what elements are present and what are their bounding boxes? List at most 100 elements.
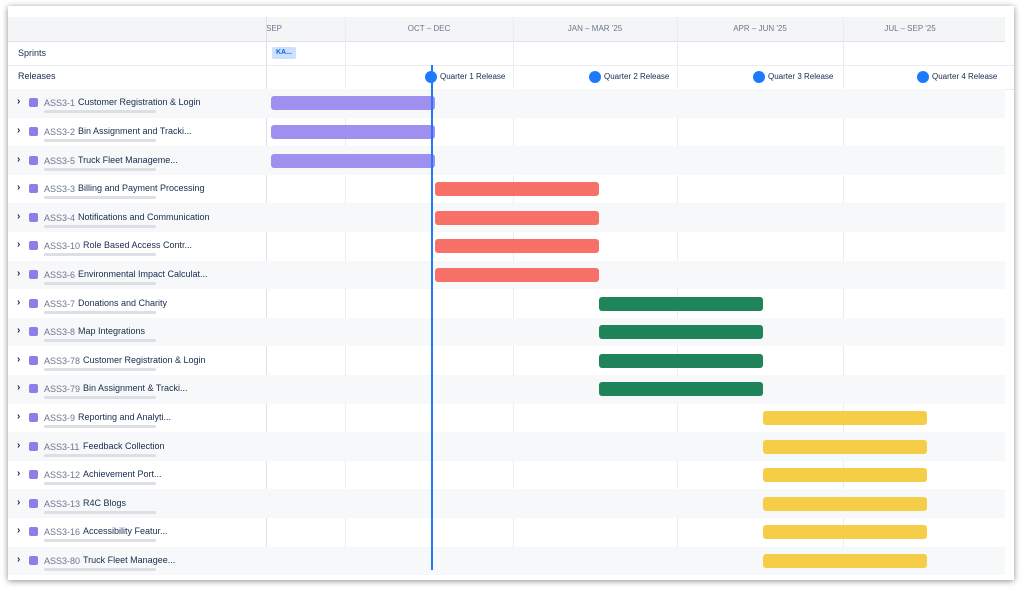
epic-key[interactable]: ASS3-6 [44,269,76,280]
expand-chevron[interactable]: › [17,468,21,480]
epic-title[interactable]: Environmental Impact Calculat... [78,268,208,279]
expand-chevron[interactable]: › [17,96,21,108]
epic-bar[interactable] [763,439,927,454]
sprint-chip[interactable]: KA... [272,47,296,59]
epic-bar[interactable] [599,325,763,340]
progress-track [44,138,156,142]
epic-bar[interactable] [763,553,927,568]
epic-title[interactable]: Customer Registration & Login [83,354,206,365]
epic-title[interactable]: Map Integrations [78,326,146,337]
sprints-label: Sprints [18,48,47,58]
epic-key[interactable]: ASS3-1 [44,98,76,109]
expand-chevron[interactable]: › [17,496,21,508]
epic-title[interactable]: Bin Assignment & Tracki... [83,383,188,394]
epic-title[interactable]: R4C Blogs [83,497,127,508]
panel-divider [266,17,267,570]
epic-title[interactable]: Donations and Charity [78,297,168,308]
expand-chevron[interactable]: › [17,239,21,251]
expand-chevron[interactable]: › [17,296,21,308]
column-header: JUL – SEP '25 [884,24,936,33]
progress-track [44,310,156,314]
epic-bar[interactable] [271,124,435,139]
epic-bar[interactable] [763,525,927,540]
progress-track [44,367,156,371]
column-header: SEP [266,24,283,33]
progress-track [44,567,156,571]
epic-bar[interactable] [599,353,763,368]
epic-key[interactable]: ASS3-7 [44,298,76,309]
epic-key[interactable]: ASS3-11 [44,441,80,452]
epic-key[interactable]: ASS3-12 [44,470,81,481]
epic-key[interactable]: ASS3-16 [44,527,81,538]
expand-chevron[interactable]: › [17,553,21,565]
progress-track [44,224,156,228]
epic-key[interactable]: ASS3-8 [44,327,76,338]
expand-chevron[interactable]: › [17,267,21,279]
epic-bar[interactable] [435,239,599,254]
epic-key[interactable]: ASS3-9 [44,412,76,423]
epic-key[interactable]: ASS3-4 [44,212,76,223]
expand-chevron[interactable]: › [17,210,21,222]
epic-title[interactable]: Customer Registration & Login [78,97,201,108]
epic-title[interactable]: Reporting and Analyti... [78,411,172,422]
epic-bar[interactable] [599,382,763,397]
release-marker[interactable] [917,71,929,83]
epic-bar[interactable] [435,182,599,197]
epic-bar[interactable] [763,468,927,483]
progress-track [44,339,156,343]
epic-title[interactable]: Bin Assignment and Tracki... [78,125,192,136]
epic-bar[interactable] [599,296,763,311]
epic-bar[interactable] [763,410,927,425]
row-line [8,65,1014,66]
expand-chevron[interactable]: › [17,182,21,194]
epic-icon [29,184,38,194]
expand-chevron[interactable]: › [17,153,21,165]
column-header: APR – JUN '25 [733,24,787,33]
progress-track [44,281,156,285]
epic-title[interactable]: Achievement Port... [83,469,162,480]
epic-icon [29,327,38,337]
epic-title[interactable]: Notifications and Communication [78,211,210,222]
epic-bar[interactable] [435,210,599,225]
epic-title[interactable]: Role Based Access Contr... [83,240,193,251]
epic-title[interactable]: Truck Fleet Manageme... [78,154,178,165]
expand-chevron[interactable]: › [17,124,21,136]
epic-key[interactable]: ASS3-10 [44,241,81,252]
epic-bar[interactable] [271,153,435,168]
expand-chevron[interactable]: › [17,439,21,451]
release-label[interactable]: Quarter 1 Release [440,72,506,81]
epic-bar[interactable] [271,96,435,111]
epic-icon [29,555,38,565]
epic-key[interactable]: ASS3-2 [44,126,76,137]
epic-icon [29,269,38,279]
column-line [345,17,346,570]
progress-track [44,539,156,543]
expand-chevron[interactable]: › [17,325,21,337]
epic-icon [29,298,38,308]
epic-bar[interactable] [763,496,927,511]
expand-chevron[interactable]: › [17,353,21,365]
progress-track [44,196,156,200]
epic-key[interactable]: ASS3-3 [44,184,76,195]
epic-key[interactable]: ASS3-78 [44,355,81,366]
epic-title[interactable]: Billing and Payment Processing [78,183,205,194]
progress-track [44,453,156,457]
release-marker[interactable] [753,71,765,83]
epic-title[interactable]: Feedback Collection [83,440,165,451]
releases-label: Releases [18,71,56,81]
epic-key[interactable]: ASS3-79 [44,384,81,395]
epic-key[interactable]: ASS3-5 [44,155,76,166]
release-label[interactable]: Quarter 4 Release [932,72,998,81]
progress-track [44,424,156,428]
release-label[interactable]: Quarter 2 Release [604,72,670,81]
epic-key[interactable]: ASS3-13 [44,498,81,509]
expand-chevron[interactable]: › [17,410,21,422]
release-marker[interactable] [589,71,601,83]
epic-bar[interactable] [435,267,599,282]
epic-title[interactable]: Truck Fleet Managee... [83,554,176,565]
expand-chevron[interactable]: › [17,525,21,537]
expand-chevron[interactable]: › [17,382,21,394]
epic-title[interactable]: Accessibility Featur... [83,526,168,537]
release-label[interactable]: Quarter 3 Release [768,72,834,81]
epic-key[interactable]: ASS3-80 [44,555,81,566]
